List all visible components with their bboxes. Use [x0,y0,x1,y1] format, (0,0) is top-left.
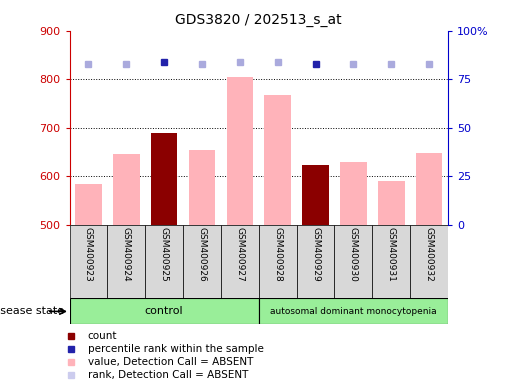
Text: GSM400923: GSM400923 [84,227,93,281]
Text: GSM400928: GSM400928 [273,227,282,281]
Bar [410,225,448,298]
Bar [75,184,101,225]
Bar [416,153,442,225]
Bar [372,225,410,298]
Text: rank, Detection Call = ABSENT: rank, Detection Call = ABSENT [88,370,248,380]
Bar [259,225,297,298]
Text: count: count [88,331,117,341]
Text: value, Detection Call = ABSENT: value, Detection Call = ABSENT [88,357,253,367]
Bar [221,225,259,298]
Bar [340,162,367,225]
Text: GSM400932: GSM400932 [425,227,434,281]
Text: GSM400927: GSM400927 [235,227,244,281]
Text: GSM400930: GSM400930 [349,227,358,282]
Bar [297,225,335,298]
Bar [70,298,259,324]
Text: GSM400924: GSM400924 [122,227,131,281]
Text: percentile rank within the sample: percentile rank within the sample [88,344,263,354]
Bar [265,95,291,225]
Bar [145,225,183,298]
Bar [70,225,107,298]
Title: GDS3820 / 202513_s_at: GDS3820 / 202513_s_at [176,13,342,27]
Text: disease state: disease state [0,306,64,316]
Bar [335,225,372,298]
Bar [189,151,215,225]
Bar [302,165,329,225]
Bar [107,225,145,298]
Text: GSM400931: GSM400931 [387,227,396,282]
Bar [227,77,253,225]
Text: GSM400926: GSM400926 [198,227,207,281]
Text: GSM400929: GSM400929 [311,227,320,281]
Bar [259,298,448,324]
Text: autosomal dominant monocytopenia: autosomal dominant monocytopenia [270,307,437,316]
Text: control: control [145,306,183,316]
Bar [151,132,177,225]
Bar [183,225,221,298]
Text: GSM400925: GSM400925 [160,227,168,281]
Bar [113,154,140,225]
Bar [378,181,404,225]
